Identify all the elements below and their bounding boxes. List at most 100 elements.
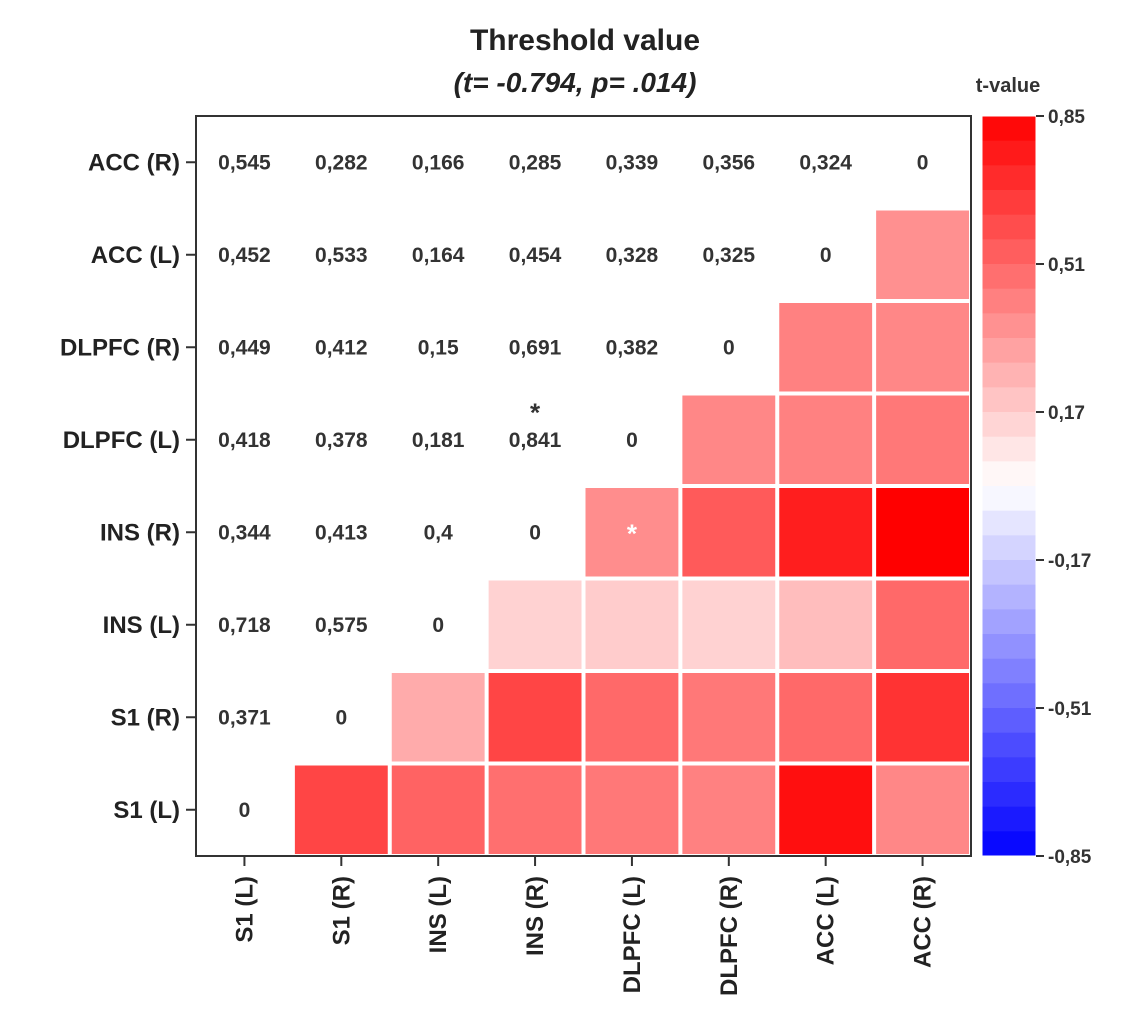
value-label: 0,575	[315, 614, 368, 637]
value-label: 0	[335, 706, 347, 729]
value-label: 0,412	[315, 336, 368, 359]
value-label: 0	[820, 244, 832, 267]
colorbar-tick-label: 0,17	[1048, 403, 1085, 424]
subtitle-close: )	[684, 67, 696, 98]
value-label: 0,452	[218, 244, 271, 267]
plot-frame	[195, 115, 972, 857]
heatmap-cell	[777, 486, 875, 579]
colorbar-step	[982, 806, 1036, 832]
subtitle-separator: ,	[575, 67, 592, 98]
value-label: 0,356	[703, 151, 756, 174]
axis-labels: ACC (R) ACC (L) DLPFC (R) DLPFC (L) INS (R) I…	[60, 149, 937, 996]
y-tick-label: ACC (R)	[88, 149, 180, 176]
colorbar-tick-label: 0,51	[1048, 255, 1085, 276]
y-tick-label: DLPFC (L)	[63, 427, 180, 454]
colorbar-step	[982, 264, 1036, 290]
value-label: 0,413	[315, 521, 368, 544]
y-tick-label: INS (R)	[100, 519, 180, 546]
heatmap-cell	[680, 763, 778, 856]
colorbar-step	[982, 757, 1036, 783]
colorbar-step	[982, 634, 1036, 660]
value-label: 0	[917, 151, 929, 174]
value-label: 0	[432, 614, 444, 637]
chart-title: Threshold value	[470, 24, 700, 57]
heatmap-cell	[583, 763, 681, 856]
value-label: 0,841	[509, 429, 562, 452]
value-label: 0	[239, 799, 251, 822]
heatmap-cell	[777, 671, 875, 764]
heatmap-cell	[680, 578, 778, 671]
value-label: 0,418	[218, 429, 271, 452]
heatmap-cell	[874, 763, 971, 856]
heatmap-cell	[777, 578, 875, 671]
colorbar-step	[982, 239, 1036, 265]
significance-star: *	[530, 398, 541, 428]
colorbar-tick-label: -0,85	[1048, 847, 1092, 868]
colorbar-step	[982, 288, 1036, 314]
colorbar-tick-label: 0,85	[1048, 107, 1085, 128]
x-tick-label: S1 (R)	[328, 876, 355, 945]
heatmap-cell	[680, 393, 778, 486]
value-label: 0,344	[218, 521, 271, 544]
heatmap-cell	[583, 578, 681, 671]
value-label: 0,382	[606, 336, 659, 359]
x-tick-label: DLPFC (R)	[716, 876, 743, 996]
x-tick-label: DLPFC (L)	[619, 876, 646, 993]
colorbar-step	[982, 140, 1036, 166]
colorbar-step	[982, 116, 1036, 142]
colorbar-step	[982, 412, 1036, 438]
heatmap-cell	[292, 763, 390, 856]
heatmap-cell	[486, 671, 584, 764]
heatmap-cell	[874, 208, 971, 301]
chart-subtitle: (t= -0.794, p= .014)	[454, 67, 697, 98]
value-label: 0,282	[315, 151, 368, 174]
value-label: 0,181	[412, 429, 465, 452]
value-label: 0,328	[606, 244, 659, 267]
colorbar-step	[982, 584, 1036, 610]
heatmap-cell	[777, 301, 875, 394]
colorbar-tick-label: -0,17	[1048, 551, 1091, 572]
colorbar-step	[982, 214, 1036, 240]
subtitle-open: (	[454, 67, 466, 98]
value-label: 0	[626, 429, 638, 452]
colorbar-step	[982, 609, 1036, 635]
x-tick-label: ACC (R)	[910, 876, 937, 968]
colorbar-step	[982, 708, 1036, 734]
heatmap-cell	[583, 671, 681, 764]
value-label: 0,15	[418, 336, 459, 359]
colorbar-step	[982, 338, 1036, 364]
colorbar-step	[982, 831, 1036, 857]
heatmap-cell	[680, 671, 778, 764]
colorbar-step	[982, 732, 1036, 758]
value-label: 0,371	[218, 706, 271, 729]
colorbar-step	[982, 165, 1036, 191]
heatmap-cell	[389, 763, 487, 856]
colorbar-step	[982, 190, 1036, 216]
subtitle-t-statistic: t= -0.794	[463, 67, 576, 98]
heatmap-cell	[777, 763, 875, 856]
heatmap-cell	[680, 486, 778, 579]
value-label: 0,691	[509, 336, 562, 359]
heatmap-cell	[874, 301, 971, 394]
colorbar-step	[982, 658, 1036, 684]
value-label: 0,325	[703, 244, 756, 267]
value-label: 0,545	[218, 151, 271, 174]
colorbar-step	[982, 683, 1036, 709]
value-label: 0,718	[218, 614, 271, 637]
colorbar-step	[982, 560, 1036, 586]
value-label: 0,378	[315, 429, 368, 452]
colorbar-step	[982, 461, 1036, 487]
y-tick-label: DLPFC (R)	[60, 334, 180, 361]
colorbar-frame	[981, 115, 1037, 857]
colorbar-step	[982, 313, 1036, 339]
heatmap-cell	[486, 763, 584, 856]
y-tick-label: INS (L)	[103, 612, 180, 639]
value-label: 0,285	[509, 151, 562, 174]
colorbar-step	[982, 387, 1036, 413]
x-tick-label: INS (L)	[425, 876, 452, 953]
significance-star: *	[627, 518, 638, 548]
y-tick-label: S1 (R)	[111, 704, 180, 731]
colorbar-step	[982, 510, 1036, 536]
x-tick-label: S1 (L)	[231, 876, 258, 943]
colorbar-step	[982, 362, 1036, 388]
